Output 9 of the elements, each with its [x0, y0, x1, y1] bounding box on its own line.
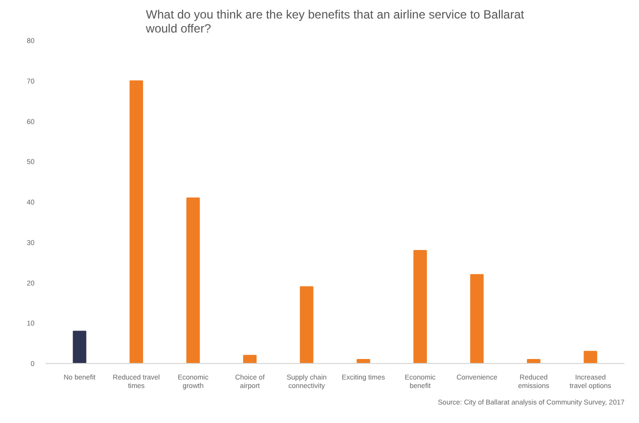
chart-title: What do you think are the key benefits that an airline service to Ballarat would offer?	[144, 8, 525, 36]
bar	[470, 274, 484, 364]
bar	[584, 350, 598, 364]
bar	[243, 354, 257, 364]
bar	[130, 80, 144, 364]
bar	[413, 250, 427, 364]
bar	[300, 286, 314, 364]
bar	[72, 330, 86, 364]
bar	[186, 197, 200, 364]
